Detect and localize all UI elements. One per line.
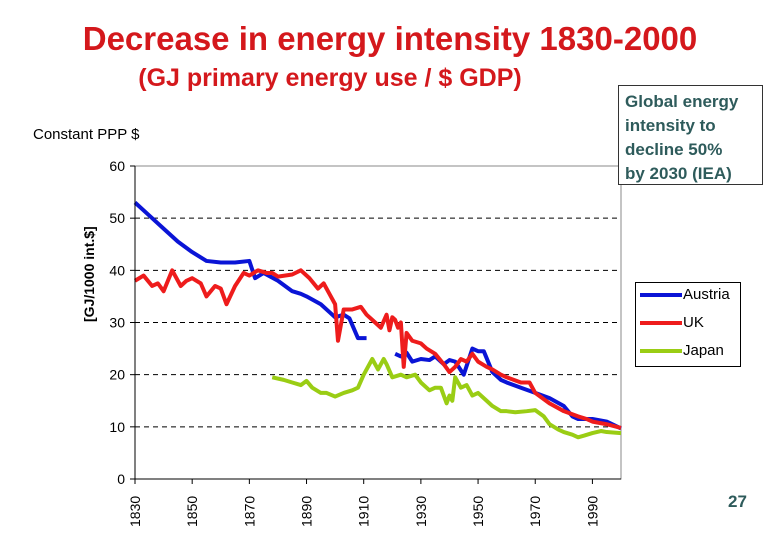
series-line-austria — [133, 201, 367, 341]
y-tick-label: 0 — [117, 471, 125, 487]
x-tick-label: 1830 — [127, 496, 143, 527]
iea-annotation-box: Global energy intensity to decline 50% b… — [618, 85, 763, 185]
y-tick-label: 20 — [109, 367, 125, 383]
annotation-line: decline 50% — [625, 140, 723, 159]
y-tick-label: 60 — [109, 158, 125, 174]
series-line-japan — [271, 357, 622, 440]
annotation-line: intensity to — [625, 116, 716, 135]
y-tick-label: 40 — [109, 262, 125, 278]
annotation-line: Global energy — [625, 92, 739, 111]
x-tick-label: 1850 — [184, 496, 200, 527]
chart-title: Decrease in energy intensity 1830-2000 — [82, 20, 698, 57]
y-tick-label: 30 — [109, 315, 125, 331]
x-tick-label: 1890 — [299, 496, 315, 527]
y-axis-label: [GJ/1000 int.$] — [81, 226, 97, 322]
legend: Austria UK Japan — [635, 282, 741, 367]
annotation-line: by 2030 (IEA) — [625, 164, 732, 183]
axes: 0 10 20 30 40 50 60 1830 1850 1870 1890 1910 1930 195… — [109, 158, 621, 527]
series-line-uk — [133, 268, 622, 430]
x-tick-label: 1910 — [356, 496, 372, 527]
legend-label: UK — [683, 314, 704, 331]
chart-subtitle: (GJ primary energy use / $ GDP) — [138, 64, 522, 92]
legend-swatch — [640, 320, 682, 325]
legend-item-uk: UK — [640, 314, 704, 331]
gridlines — [134, 165, 622, 480]
legend-swatch — [640, 292, 682, 297]
legend-swatch — [640, 348, 682, 353]
legend-label: Japan — [683, 342, 724, 359]
legend-label: Austria — [683, 286, 730, 303]
x-tick-label: 1970 — [527, 496, 543, 527]
legend-item-austria: Austria — [640, 286, 730, 303]
x-tick-label: 1870 — [241, 496, 257, 527]
slide-number: 27 — [728, 492, 747, 511]
constant-ppp-note: Constant PPP $ — [33, 126, 140, 143]
x-tick-label: 1950 — [470, 496, 486, 527]
legend-item-japan: Japan — [640, 342, 724, 359]
x-tick-label: 1990 — [584, 496, 600, 527]
y-tick-label: 50 — [109, 210, 125, 226]
x-tick-label: 1930 — [413, 496, 429, 527]
y-tick-label: 10 — [109, 419, 125, 435]
series-lines — [133, 201, 622, 440]
